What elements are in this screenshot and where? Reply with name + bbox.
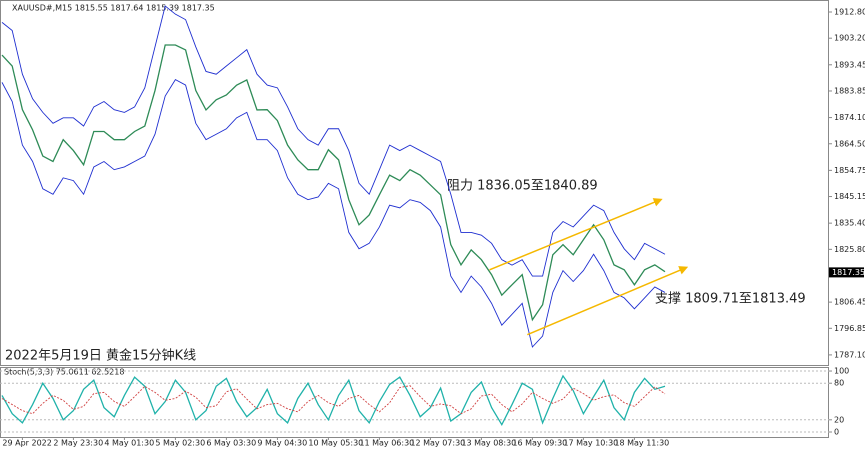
y-tick-label: 1825.80 [834, 245, 865, 254]
y-tick-label: 1796.85 [834, 324, 865, 333]
y-tick-label: 1854.75 [834, 166, 865, 175]
x-tick-label: 12 May 07:30 [410, 439, 465, 448]
stoch-title: Stoch(5,3,3) 75.0611 62.5218 [4, 368, 124, 377]
x-tick-label: 11 May 06:30 [359, 439, 414, 448]
x-tick-label: 16 May 09:30 [512, 439, 567, 448]
x-tick-label: 10 May 05:30 [308, 439, 363, 448]
x-tick-label: 2 May 23:30 [53, 439, 103, 448]
trend-arrow [489, 198, 663, 271]
y-tick-label: 1845.15 [834, 192, 865, 201]
x-tick-label: 18 May 11:30 [614, 439, 669, 448]
support-note: 支撑 1809.71至1813.49 [655, 292, 806, 307]
x-tick-label: 4 May 01:30 [104, 439, 154, 448]
stoch-tick-label: 20 [834, 415, 844, 424]
chart-title: XAUUSD#,M15 1815.55 1817.64 1815.39 1817… [12, 4, 215, 13]
y-tick-label: 1874.10 [834, 113, 865, 122]
stoch-panel [0, 367, 829, 438]
y-tick-label: 1893.45 [834, 60, 865, 69]
y-tick-label: 1835.40 [834, 219, 865, 228]
x-tick-label: 9 May 04:30 [257, 439, 307, 448]
price-line [1, 79, 666, 348]
trend-arrow [527, 266, 689, 336]
price-line [1, 44, 666, 322]
x-tick-label: 6 May 03:30 [206, 439, 256, 448]
x-tick-label: 13 May 08:30 [461, 439, 516, 448]
x-tick-label: 5 May 02:30 [155, 439, 205, 448]
x-tick-label: 29 Apr 2022 [2, 439, 51, 448]
y-tick-label: 1806.45 [834, 298, 865, 307]
last-price-box [829, 267, 864, 278]
y-tick-label: 1864.50 [834, 139, 865, 148]
resistance-note: 阻力 1836.05至1840.89 [447, 179, 598, 194]
stoch-tick-label: 100 [834, 367, 849, 376]
x-tick-label: 17 May 10:30 [563, 439, 618, 448]
y-tick-label: 1883.85 [834, 86, 865, 95]
last-price-label: 1817.35 [832, 268, 865, 277]
price-panel [0, 0, 829, 366]
y-tick-label: 1903.20 [834, 34, 865, 43]
stoch-line [1, 385, 666, 415]
price-line [1, 5, 666, 277]
stoch-line [1, 374, 666, 427]
stoch-tick-label: 80 [834, 379, 844, 388]
date-note: 2022年5月19日 黄金15分钟K线 [5, 348, 196, 364]
y-tick-label: 1787.10 [834, 350, 865, 359]
stoch-tick-label: 0 [834, 428, 839, 437]
y-tick-label: 1912.80 [834, 8, 865, 17]
